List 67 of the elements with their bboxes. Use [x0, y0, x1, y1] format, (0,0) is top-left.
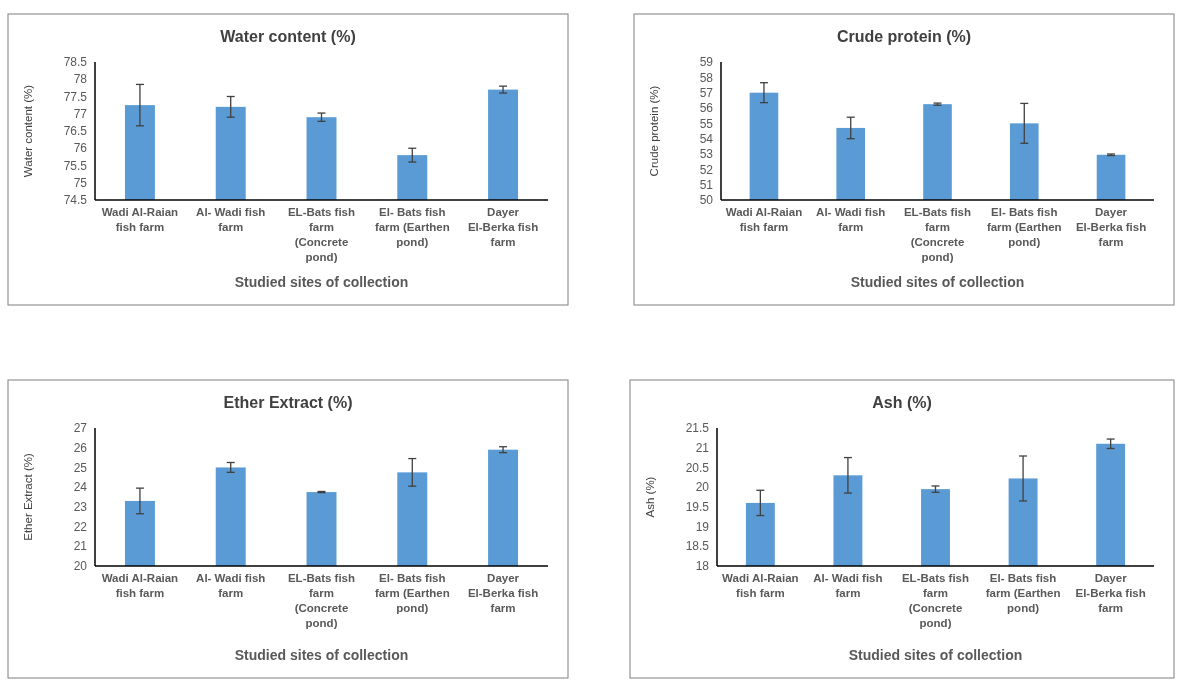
x-tick-label: EL-Bats fish farm (Concrete pond) — [901, 572, 970, 629]
x-axis-title: Studied sites of collection — [850, 274, 1025, 290]
x-axis-title: Studied sites of collection — [234, 274, 409, 290]
y-tick-label: 20 — [73, 559, 88, 574]
chart-title: Crude protein (%) — [836, 28, 972, 45]
y-tick-label: 75 — [73, 175, 88, 190]
x-tick-label: Al- Wadi fish farm — [196, 572, 266, 599]
y-tick-label: 51 — [699, 177, 714, 192]
x-tick-label: Wadi Al-Raian fish farm — [722, 572, 799, 599]
y-axis-title: Water content (%) — [22, 84, 34, 178]
x-tick-label: El- Bats fish farm (Earthen pond) — [985, 572, 1061, 614]
x-axis-title: Studied sites of collection — [848, 647, 1023, 663]
x-tick-label: Dayer El-Berka fish farm — [467, 206, 539, 248]
y-axis-title: Ether Extract (%) — [22, 453, 34, 541]
y-tick-label: 18.5 — [685, 539, 710, 554]
y-tick-label: 21.5 — [685, 421, 710, 436]
y-tick-label: 20 — [695, 480, 710, 495]
y-tick-label: 22 — [73, 519, 88, 534]
y-tick-label: 50 — [699, 193, 714, 208]
y-tick-label: 78 — [73, 72, 88, 87]
y-axis-title: Ash (%) — [644, 476, 656, 518]
x-tick-label: Dayer El-Berka fish farm — [1075, 572, 1146, 614]
y-tick-label: 59 — [699, 55, 714, 70]
y-tick-label: 27 — [73, 421, 88, 436]
y-tick-label: 25 — [73, 460, 88, 475]
y-tick-label: 26 — [73, 440, 88, 455]
x-tick-label: EL-Bats fish farm (Concrete pond) — [287, 572, 356, 629]
x-tick-label: EL-Bats fish farm (Concrete pond) — [903, 206, 972, 263]
x-tick-label: El- Bats fish farm (Earthen pond) — [374, 572, 450, 614]
y-tick-label: 52 — [699, 162, 714, 177]
y-tick-label: 21 — [73, 539, 88, 554]
x-tick-label: Al- Wadi fish farm — [196, 206, 266, 233]
y-tick-label: 56 — [699, 101, 714, 116]
x-tick-label: Al- Wadi fish farm — [813, 572, 883, 599]
x-tick-label: Al- Wadi fish farm — [816, 206, 886, 233]
y-tick-label: 57 — [699, 85, 714, 100]
y-tick-label: 18 — [695, 559, 710, 574]
x-tick-label: EL-Bats fish farm (Concrete pond) — [287, 206, 356, 263]
y-tick-label: 78.5 — [63, 55, 88, 70]
x-tick-label: Dayer El-Berka fish farm — [1075, 206, 1147, 248]
y-tick-label: 74.5 — [63, 193, 88, 208]
y-tick-label: 76 — [73, 141, 88, 156]
y-tick-label: 76.5 — [63, 124, 88, 139]
y-tick-label: 53 — [699, 147, 714, 162]
y-tick-label: 21 — [695, 440, 710, 455]
x-tick-label: El- Bats fish farm (Earthen pond) — [986, 206, 1062, 248]
y-tick-label: 77 — [73, 106, 88, 121]
x-tick-label: Dayer El-Berka fish farm — [467, 572, 539, 614]
x-tick-label: Wadi Al-Raian fish farm — [101, 572, 179, 599]
y-tick-label: 19 — [695, 519, 710, 534]
y-tick-label: 75.5 — [63, 158, 88, 173]
x-tick-label: El- Bats fish farm (Earthen pond) — [374, 206, 450, 248]
y-tick-label: 23 — [73, 500, 88, 515]
chart-title: Ether Extract (%) — [223, 394, 353, 411]
y-tick-label: 58 — [699, 70, 714, 85]
y-tick-label: 77.5 — [63, 89, 88, 104]
y-axis-title: Crude protein (%) — [648, 85, 660, 177]
y-tick-label: 54 — [699, 131, 714, 146]
x-tick-label: Wadi Al-Raian fish farm — [725, 206, 803, 233]
x-tick-label: Wadi Al-Raian fish farm — [101, 206, 179, 233]
chart-title: Water content (%) — [220, 28, 356, 45]
y-tick-label: 19.5 — [685, 500, 710, 515]
y-tick-label: 55 — [699, 116, 714, 131]
x-axis-title: Studied sites of collection — [234, 647, 409, 663]
y-tick-label: 24 — [73, 480, 88, 495]
chart-title: Ash (%) — [872, 394, 932, 411]
y-tick-label: 20.5 — [685, 460, 710, 475]
